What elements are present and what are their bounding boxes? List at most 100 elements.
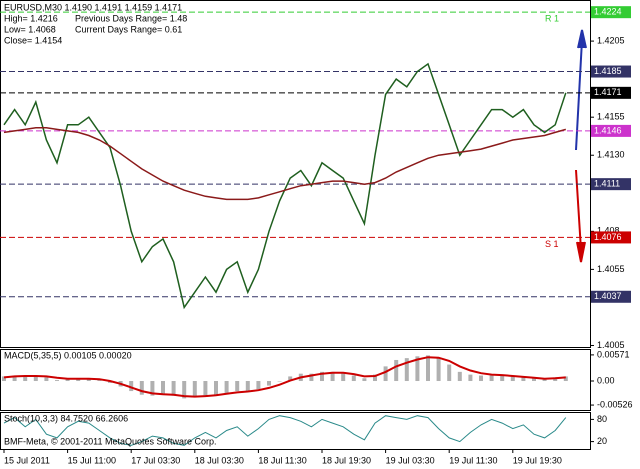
level-label: 1.4224 (594, 7, 622, 17)
histogram-bar (500, 375, 505, 382)
macd-frame (0, 349, 591, 411)
level-text: S 1 (545, 239, 559, 249)
histogram-bar (320, 371, 324, 382)
level-box (591, 178, 631, 191)
histogram-bar (341, 372, 346, 382)
x-tick-label: 19 Jul 11:30 (449, 455, 497, 465)
histogram-bar (288, 376, 293, 382)
histogram-bar (33, 375, 38, 382)
y-tick-label: 1.4205 (597, 35, 625, 45)
x-tick-label: 18 Jul 11:30 (258, 455, 306, 465)
header-text: Low= 1.4068 (4, 24, 56, 34)
histogram-bar (44, 377, 49, 382)
y-tick-label: 1.4155 (597, 112, 625, 122)
histogram-bar (362, 378, 367, 382)
histogram-bar (23, 376, 28, 382)
histogram-bar (394, 359, 399, 382)
y-tick-label: 80 (597, 414, 607, 424)
y-tick-label: 1.408 (597, 226, 620, 236)
histogram-bar (150, 381, 155, 396)
y-tick-label: 20 (597, 436, 607, 446)
header-text: EURUSD,M30 1.4190 1.4191 1.4159 1.4171 (4, 2, 182, 12)
histogram-bar (436, 358, 441, 382)
histogram-bar (171, 381, 176, 396)
histogram-bar (330, 371, 335, 382)
level-label: 1.4146 (594, 125, 622, 135)
histogram-bar (373, 374, 377, 382)
histogram-bar (12, 375, 17, 382)
panel-title: MACD(5,35,5) 0.00105 0.00020 (4, 350, 132, 360)
level-box (591, 290, 631, 303)
histogram-bar (532, 378, 536, 382)
y-tick-label: 1.4130 (597, 150, 625, 160)
histogram-bar (224, 381, 229, 393)
histogram-bar (479, 375, 483, 382)
y-tick-label: 0.00 (597, 375, 615, 385)
level-box (591, 6, 631, 19)
histogram-bar (129, 381, 134, 392)
histogram-bar (521, 377, 526, 382)
histogram-bar (426, 355, 430, 382)
histogram-bar (489, 375, 494, 382)
y-tick-label: 1.4055 (597, 264, 625, 274)
header-text: Close= 1.4154 (4, 35, 62, 45)
histogram-bar (192, 381, 197, 398)
histogram-bar (182, 381, 187, 399)
stoch-line (3, 415, 567, 446)
up-arrow (575, 29, 587, 151)
x-tick-label: 18 Jul 03:30 (195, 455, 244, 465)
x-tick-label: 15 Jul 11:00 (68, 455, 116, 465)
histogram-bar (161, 381, 165, 395)
header-text: Previous Days Range= 1.48 (75, 13, 187, 23)
histogram-bar (510, 376, 515, 382)
level-box (591, 65, 631, 78)
histogram-bar (139, 381, 144, 395)
histogram-bar (2, 376, 6, 382)
header-text: High= 1.4216 (4, 13, 58, 23)
histogram-bar (97, 380, 102, 382)
histogram-bar (542, 379, 547, 382)
histogram-bar (235, 381, 240, 392)
histogram-bar (447, 364, 452, 382)
footer: BMF-Meta, © 2001-2011 MetaQuotes Softwar… (4, 436, 217, 446)
header-text: Current Days Range= 0.61 (75, 24, 182, 34)
level-text: R 1 (545, 14, 559, 24)
histogram-bar (351, 375, 356, 382)
histogram-bar (404, 358, 409, 382)
histogram-bar (214, 381, 218, 395)
level-label: 1.4037 (594, 291, 622, 301)
level-label: 1.4076 (594, 232, 622, 242)
histogram-bar (415, 356, 420, 382)
level-label: 1.4171 (594, 87, 622, 97)
level-label: 1.4185 (594, 66, 622, 76)
signal-line (3, 356, 566, 398)
histogram-bar (267, 381, 271, 386)
histogram-bar (468, 374, 473, 382)
histogram-bar (203, 381, 208, 396)
y-tick-label: -0.00526 (597, 399, 633, 409)
level-box (591, 124, 631, 137)
x-tick-label: 15 Jul 2011 (4, 455, 50, 465)
x-tick-label: 19 Jul 03:30 (386, 455, 435, 465)
level-label: 1.4111 (594, 179, 620, 189)
histogram-bar (55, 380, 59, 382)
histogram-bar (245, 381, 250, 392)
histogram-bar (457, 371, 462, 382)
series-line (3, 127, 567, 201)
level-box (591, 231, 631, 244)
stoch-frame (0, 412, 591, 450)
level-box (591, 86, 631, 99)
y-tick-label: 1.4005 (597, 340, 625, 350)
main-frame (0, 0, 591, 348)
x-tick-label: 18 Jul 19:30 (322, 455, 371, 465)
x-tick-label: 17 Jul 03:30 (131, 455, 180, 465)
histogram-bar (65, 379, 70, 382)
histogram-bar (383, 366, 388, 382)
histogram-bar (563, 376, 568, 382)
y-tick-label: 0.00571 (597, 349, 630, 359)
histogram-bar (309, 373, 314, 382)
histogram-bar (256, 381, 261, 390)
down-arrow (575, 169, 586, 263)
